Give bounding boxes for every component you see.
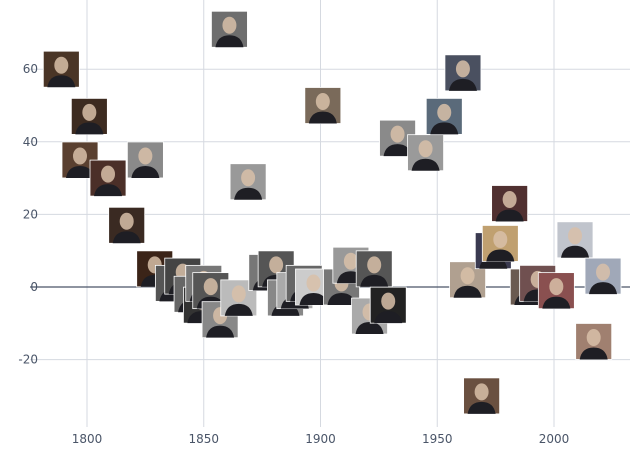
portrait-face — [493, 230, 508, 248]
portrait-face — [231, 285, 246, 303]
portrait-suit — [486, 249, 515, 262]
portrait-marker — [61, 141, 99, 179]
portrait-suit — [561, 245, 590, 258]
portrait-suit — [224, 303, 253, 316]
portrait-markers — [42, 10, 622, 415]
portrait-marker — [444, 54, 482, 92]
portrait-face — [367, 256, 382, 274]
portrait-face — [343, 252, 358, 270]
portrait-marker — [42, 50, 80, 88]
y-tick-label: 40 — [23, 135, 38, 149]
portrait-face — [474, 383, 489, 401]
x-tick-label: 2000 — [539, 432, 570, 446]
portrait-suit — [355, 322, 384, 335]
portrait-suit — [383, 144, 412, 157]
portrait-suit — [206, 325, 235, 338]
portrait-face — [306, 274, 321, 292]
portrait-face — [138, 147, 153, 165]
portrait-face — [119, 212, 134, 230]
portrait-marker — [556, 221, 594, 259]
portrait-marker — [537, 272, 575, 310]
portrait-face — [418, 140, 433, 158]
portrait-suit — [448, 78, 477, 91]
portrait-face — [568, 227, 583, 245]
portrait-face — [381, 292, 396, 310]
portrait-face — [241, 169, 256, 187]
portrait-suit — [430, 122, 459, 135]
portrait-marker — [89, 159, 127, 197]
portrait-marker — [407, 134, 444, 172]
portrait-marker — [584, 257, 622, 295]
portrait-suit — [453, 285, 482, 298]
portrait-suit — [360, 274, 389, 287]
portrait-marker — [108, 206, 146, 244]
portrait-suit — [299, 293, 328, 305]
portrait-face — [460, 267, 475, 285]
portrait-marker — [70, 97, 108, 135]
portrait-suit — [131, 165, 160, 178]
portrait-suit — [579, 347, 608, 360]
portrait-suit — [327, 293, 356, 305]
portrait-marker — [491, 185, 529, 222]
portrait-suit — [542, 296, 571, 309]
portrait-face — [269, 256, 284, 274]
y-tick-label: 20 — [23, 207, 38, 221]
portrait-suit — [234, 187, 263, 200]
portrait-face — [82, 103, 97, 121]
portrait-suit — [75, 122, 104, 135]
y-tick-label: 60 — [23, 62, 38, 76]
portrait-marker — [481, 225, 519, 262]
x-tick-label: 1800 — [72, 432, 103, 446]
portrait-face — [101, 165, 116, 183]
portrait-face — [72, 147, 87, 165]
portrait-marker — [229, 163, 267, 201]
portrait-marker — [355, 250, 393, 288]
portrait-suit — [374, 311, 403, 324]
x-tick-label: 1900 — [305, 432, 336, 446]
portrait-marker — [463, 377, 501, 415]
tick-labels: 1800 1850 1900 1950 2000 60 40 20 0 -20 — [18, 62, 569, 446]
y-tick-label: -20 — [18, 353, 38, 367]
portrait-marker — [369, 286, 407, 324]
portrait-marker — [211, 10, 248, 48]
portrait-marker — [304, 87, 342, 124]
portrait-marker — [575, 323, 613, 360]
portrait-face — [222, 16, 237, 34]
portrait-suit — [589, 282, 618, 295]
portrait-face — [390, 125, 405, 143]
portrait-marker — [126, 141, 164, 179]
y-tick-label: 0 — [30, 280, 38, 294]
portrait-suit — [65, 165, 94, 178]
portrait-suit — [411, 158, 440, 171]
portrait-suit — [495, 209, 524, 222]
portrait-marker — [425, 97, 463, 135]
portrait-face — [203, 278, 218, 296]
portrait-suit — [94, 184, 123, 197]
portrait-face — [54, 56, 69, 74]
portrait-suit — [47, 75, 76, 88]
portrait-face — [549, 278, 564, 296]
portrait-face — [586, 328, 601, 346]
x-tick-label: 1850 — [188, 432, 219, 446]
portrait-face — [437, 103, 452, 121]
portrait-suit — [308, 111, 337, 124]
portrait-face — [315, 93, 330, 110]
portrait-face — [455, 60, 470, 78]
portrait-suit — [112, 231, 141, 244]
portrait-face — [502, 191, 517, 209]
x-tick-label: 1950 — [422, 432, 453, 446]
portrait-face — [596, 263, 611, 281]
portrait-suit — [215, 35, 244, 48]
portrait-suit — [467, 401, 496, 414]
